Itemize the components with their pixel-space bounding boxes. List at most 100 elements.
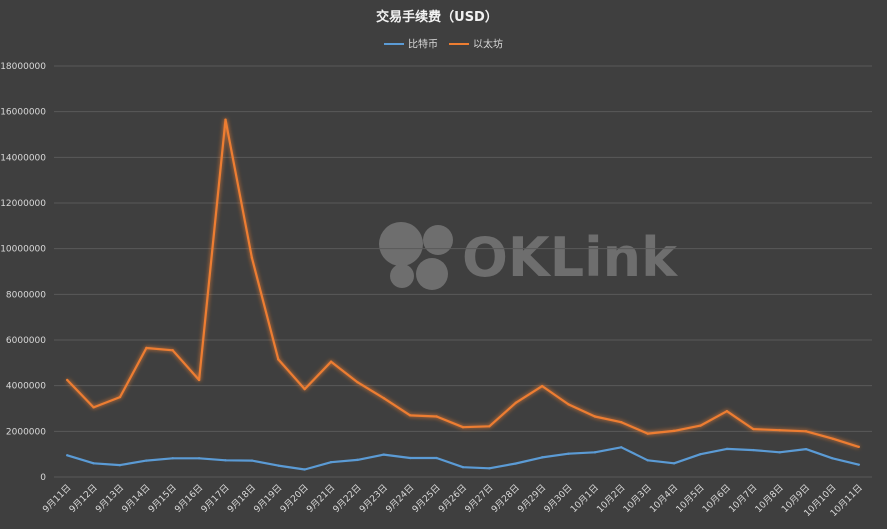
x-tick-label: 10月2日	[595, 482, 628, 515]
y-tick-label: 0	[40, 473, 46, 483]
x-tick-label: 9月26日	[436, 482, 469, 515]
data-point	[461, 465, 465, 469]
x-tick-label: 9月12日	[67, 482, 100, 515]
data-point	[804, 430, 808, 433]
data-point	[488, 425, 491, 428]
watermark-logo: OKLink	[379, 222, 678, 290]
legend: 比特币 以太坊	[384, 38, 503, 51]
data-point	[145, 459, 148, 462]
legend-label: 以太坊	[473, 38, 503, 51]
data-point	[118, 463, 122, 467]
x-tick-label: 9月18日	[225, 482, 258, 515]
data-point	[303, 387, 306, 391]
y-tick-label: 2000000	[6, 427, 46, 437]
data-point	[488, 467, 491, 470]
data-point	[672, 429, 676, 433]
data-point	[92, 462, 95, 465]
data-point	[857, 445, 861, 449]
data-point	[646, 432, 649, 435]
x-tick-label: 9月22日	[331, 482, 364, 515]
x-tick-label: 9月16日	[173, 482, 206, 515]
data-point	[540, 384, 544, 388]
data-point	[778, 428, 781, 432]
data-point	[224, 118, 227, 121]
data-point	[435, 456, 438, 460]
y-tick-label: 6000000	[6, 336, 46, 346]
y-tick-label: 4000000	[6, 382, 46, 392]
data-point	[171, 457, 174, 460]
x-tick-label: 10月6日	[700, 482, 733, 515]
data-point	[250, 459, 254, 462]
y-axis: 0 2000000 4000000 6000000 8000000 10000000 120…	[0, 62, 46, 483]
y-tick-label: 18000000	[0, 62, 46, 72]
data-point	[752, 448, 755, 452]
data-point	[65, 454, 69, 457]
data-point	[171, 349, 174, 352]
watermark-dot-large	[379, 222, 423, 266]
x-tick-label: 9月19日	[252, 482, 285, 515]
data-point	[197, 457, 201, 460]
data-point	[699, 424, 702, 427]
x-tick-label: 10月1日	[568, 482, 601, 515]
x-tick-label: 9月15日	[146, 482, 179, 515]
data-point	[435, 415, 438, 418]
data-point	[620, 446, 623, 449]
data-point	[224, 459, 227, 462]
data-point	[699, 452, 702, 456]
data-point	[92, 406, 95, 409]
data-point	[514, 401, 517, 404]
data-point	[567, 403, 570, 406]
x-tick-label: 9月21日	[305, 482, 338, 515]
data-point	[831, 457, 834, 460]
data-point	[356, 381, 359, 384]
data-point	[329, 460, 333, 464]
y-tick-label: 14000000	[0, 153, 46, 163]
x-tick-label: 9月27日	[463, 482, 496, 515]
x-tick-label: 9月29日	[516, 482, 549, 515]
data-point	[672, 462, 676, 465]
x-tick-label: 9月25日	[410, 482, 443, 515]
data-point	[382, 397, 386, 400]
data-point	[620, 421, 623, 424]
x-tick-label: 9月30日	[542, 482, 575, 515]
watermark-text: OKLink	[462, 226, 678, 289]
data-point	[250, 256, 254, 259]
data-point	[567, 452, 570, 455]
data-point	[145, 346, 148, 350]
data-point	[752, 427, 755, 431]
data-point	[303, 468, 306, 471]
x-tick-label: 9月13日	[93, 482, 126, 515]
data-point	[514, 462, 517, 465]
data-point	[118, 395, 122, 399]
y-tick-label: 16000000	[0, 108, 46, 118]
x-tick-label: 10月4日	[648, 482, 681, 515]
series-layer	[65, 118, 861, 471]
data-point	[329, 360, 333, 363]
y-tick-label: 8000000	[6, 290, 46, 300]
data-point	[65, 378, 69, 382]
y-tick-label: 12000000	[0, 199, 46, 209]
data-point	[197, 378, 201, 382]
data-point	[778, 451, 781, 454]
data-point	[409, 414, 412, 417]
data-point	[857, 463, 861, 466]
data-point	[382, 453, 386, 456]
data-point	[593, 415, 597, 418]
x-tick-label: 10月7日	[727, 482, 760, 515]
data-point	[461, 426, 465, 429]
x-tick-label: 9月20日	[278, 482, 311, 515]
x-tick-label: 9月14日	[120, 482, 153, 515]
x-axis: 9月11日9月12日9月13日9月14日9月15日9月16日9月17日9月18日…	[41, 482, 865, 519]
data-point	[725, 410, 729, 413]
data-point	[831, 437, 834, 440]
data-point	[593, 451, 597, 454]
x-tick-label: 10月3日	[621, 482, 654, 515]
x-tick-label: 9月11日	[41, 482, 74, 515]
x-tick-label: 9月28日	[489, 482, 522, 515]
grid-layer	[54, 65, 872, 478]
data-point	[646, 459, 649, 462]
watermark-dot-bottom-right	[416, 258, 448, 290]
x-tick-label: 10月8日	[753, 482, 786, 515]
x-tick-label: 9月17日	[199, 482, 232, 515]
